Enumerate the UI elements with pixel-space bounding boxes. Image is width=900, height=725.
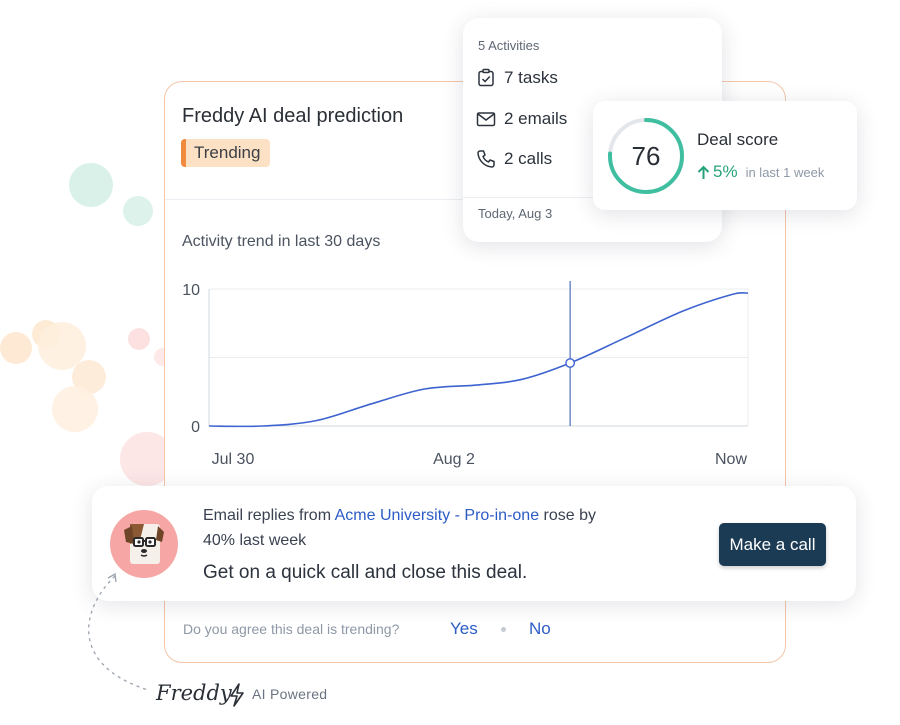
activities-divider [463,197,722,198]
dog-mascot-icon [124,524,164,564]
ai-suggestion-card: Email replies from Acme University - Pro… [92,486,856,601]
emails-row[interactable]: 2 emails [476,108,567,130]
decorative-bubble [52,386,98,432]
feedback-yes-button[interactable]: Yes [450,619,478,638]
calls-row[interactable]: 2 calls [476,148,552,170]
deal-score-period: in last 1 week [745,164,825,180]
decorative-bubble [0,332,32,364]
card-title: Freddy AI deal prediction [182,105,404,127]
deal-score-ring [608,118,684,194]
trending-badge: Trending [181,139,271,167]
deal-score-title: Deal score [697,130,779,149]
decorative-bubble [69,163,113,207]
ai-powered-label: AI Powered [252,686,328,702]
make-call-button[interactable]: Make a call [719,523,826,566]
freddy-brand: Freddy [156,681,232,705]
emails-count: 2 emails [504,109,568,128]
decorative-bubble [38,322,86,370]
deal-score-arc [608,118,684,194]
feedback-separator-dot [501,627,506,632]
envelope-icon [476,112,496,127]
activities-count: 5 Activities [478,38,540,53]
company-link[interactable]: Acme University [334,507,451,524]
activities-date: Today, Aug 3 [478,206,553,221]
product-link[interactable]: Pro-in-one [464,507,540,524]
deal-score-change: 5% in last 1 week [697,162,824,182]
calls-count: 2 calls [504,149,553,168]
phone-icon [477,150,495,168]
dotted-connector [88,572,149,691]
message-suffix: rose by [539,507,597,524]
feedback-no-button[interactable]: No [529,619,551,638]
suggestion-message-line2: 40% last week [203,532,307,549]
tasks-row[interactable]: 7 tasks [476,67,558,89]
arrow-up-icon [697,165,710,179]
message-prefix: Email replies from [203,507,335,524]
lightning-bolt-icon [230,683,244,707]
feedback-question: Do you agree this deal is trending? [183,621,400,637]
decorative-bubble [128,328,150,350]
suggestion-message: Email replies from Acme University - Pro… [203,507,596,525]
suggestion-call-to-action: Get on a quick call and close this deal. [203,562,528,583]
tasks-count: 7 tasks [504,68,558,87]
decorative-bubble [123,196,153,226]
message-separator: - [450,507,465,524]
task-checklist-icon [478,68,494,87]
activity-trend-label: Activity trend in last 30 days [182,233,381,250]
deal-score-popover: 76 Deal score 5% in last 1 week [593,101,857,210]
freddy-avatar [110,510,178,578]
deal-score-value: 76 [631,141,661,171]
deal-score-percent: 5% [713,162,738,181]
